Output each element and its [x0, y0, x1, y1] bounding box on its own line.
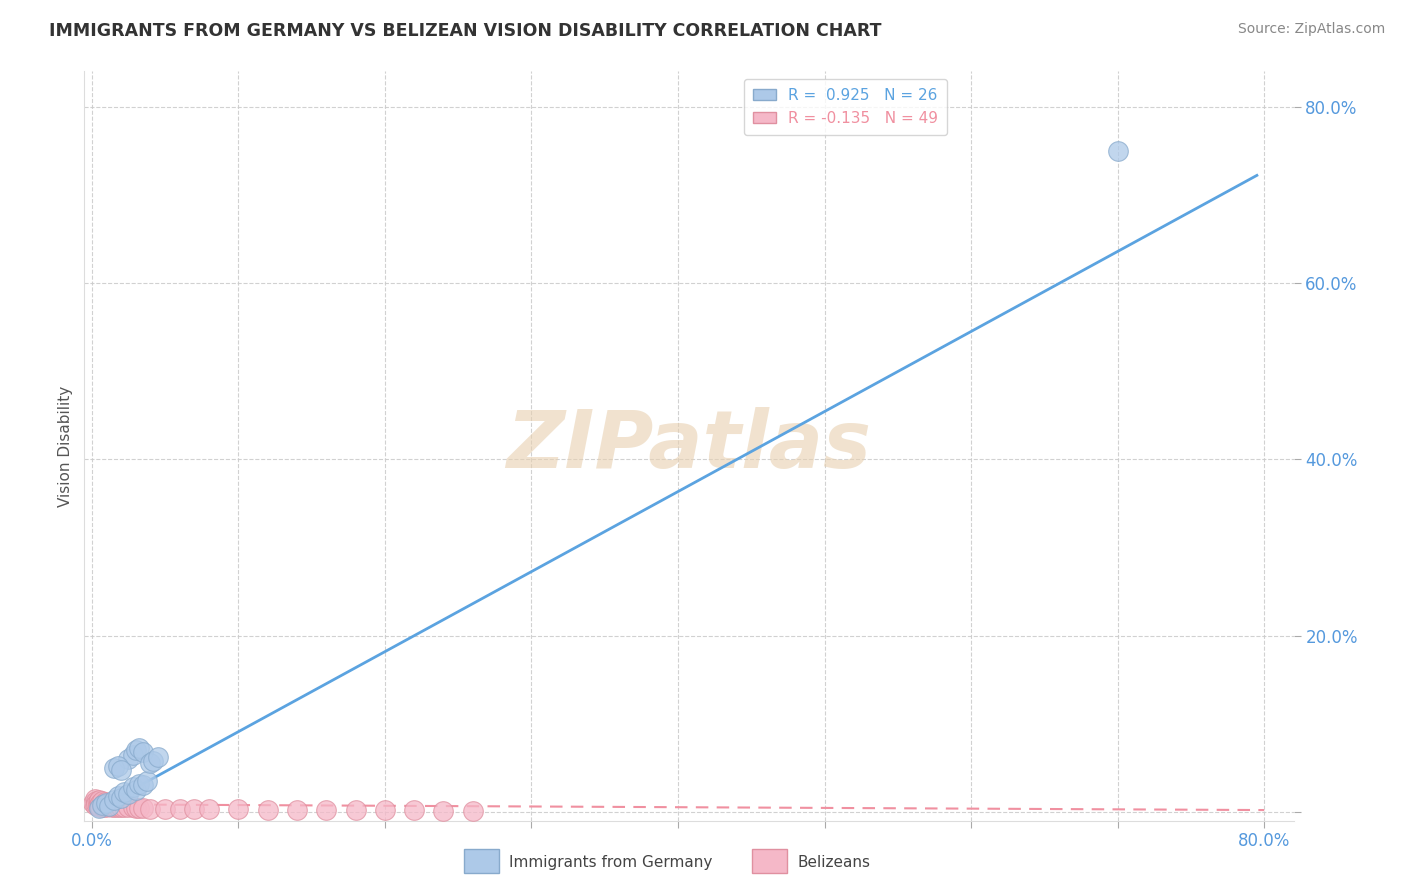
Point	[136, 774, 159, 789]
Y-axis label: Vision Disability: Vision Disability	[58, 385, 73, 507]
Point	[89, 796, 111, 810]
Point	[87, 801, 110, 815]
Point	[128, 741, 150, 756]
Text: Immigrants from Germany: Immigrants from Germany	[509, 855, 713, 870]
Point	[97, 797, 120, 812]
Point	[183, 802, 205, 816]
Point	[83, 791, 105, 805]
Point	[153, 802, 176, 816]
Point	[87, 793, 110, 807]
Point	[169, 802, 191, 816]
Point	[107, 800, 129, 814]
Point	[121, 780, 143, 794]
Point	[86, 798, 108, 813]
Point	[124, 782, 146, 797]
Point	[121, 747, 143, 762]
Point	[139, 756, 162, 771]
Point	[124, 801, 146, 815]
Point	[142, 754, 165, 768]
Point	[91, 794, 114, 808]
Point	[87, 797, 110, 812]
Point	[93, 800, 115, 814]
Point	[107, 789, 129, 803]
Point	[103, 793, 125, 807]
Point	[110, 799, 132, 814]
Point	[1107, 144, 1129, 158]
Point	[121, 800, 143, 814]
Text: ZIPatlas: ZIPatlas	[506, 407, 872, 485]
Point	[128, 801, 150, 815]
Point	[96, 797, 118, 811]
Point	[132, 778, 155, 792]
Text: Belizeans: Belizeans	[797, 855, 870, 870]
Point	[110, 790, 132, 805]
Text: Source: ZipAtlas.com: Source: ZipAtlas.com	[1237, 22, 1385, 37]
Point	[101, 799, 124, 814]
Point	[83, 797, 105, 812]
Point	[404, 803, 426, 817]
Point	[103, 798, 125, 813]
Point	[315, 803, 337, 817]
Point	[117, 787, 139, 801]
Point	[108, 798, 131, 813]
Point	[91, 798, 114, 813]
FancyBboxPatch shape	[464, 849, 499, 873]
Point	[112, 800, 135, 814]
Point	[91, 797, 114, 812]
Point	[93, 797, 115, 811]
Point	[89, 799, 111, 814]
Point	[432, 804, 454, 818]
Point	[285, 803, 308, 817]
Point	[98, 798, 121, 813]
Point	[107, 759, 129, 773]
Point	[139, 802, 162, 816]
Point	[132, 801, 155, 815]
Point	[96, 799, 118, 814]
Point	[103, 761, 125, 775]
Point	[94, 798, 117, 813]
Point	[104, 799, 127, 814]
Point	[128, 776, 150, 790]
Point	[84, 794, 107, 808]
Point	[112, 785, 135, 799]
Point	[86, 795, 108, 809]
Legend: R =  0.925   N = 26, R = -0.135   N = 49: R = 0.925 N = 26, R = -0.135 N = 49	[744, 79, 948, 135]
Point	[98, 798, 121, 813]
Point	[117, 799, 139, 814]
Point	[132, 745, 155, 759]
Text: IMMIGRANTS FROM GERMANY VS BELIZEAN VISION DISABILITY CORRELATION CHART: IMMIGRANTS FROM GERMANY VS BELIZEAN VISI…	[49, 22, 882, 40]
Point	[105, 798, 128, 813]
Point	[82, 796, 104, 810]
Point	[100, 797, 122, 812]
Point	[146, 750, 169, 764]
Point	[94, 795, 117, 809]
Point	[256, 803, 278, 817]
Point	[461, 804, 484, 818]
Point	[96, 796, 118, 810]
Point	[226, 802, 249, 816]
Point	[84, 797, 107, 811]
Point	[198, 802, 221, 816]
FancyBboxPatch shape	[752, 849, 787, 873]
Point	[117, 752, 139, 766]
Point	[110, 763, 132, 777]
Point	[124, 743, 146, 757]
Point	[344, 803, 367, 817]
Point	[374, 803, 396, 817]
